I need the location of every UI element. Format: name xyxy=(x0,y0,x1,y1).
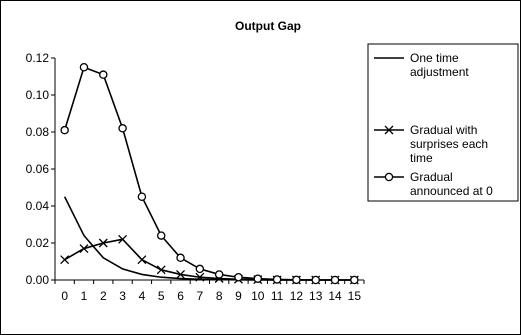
legend-label: Gradual xyxy=(410,170,453,184)
x-tick-label: 9 xyxy=(235,289,242,303)
y-tick-label: 0.08 xyxy=(26,125,50,139)
x-tick-label: 0 xyxy=(61,289,68,303)
legend-marker xyxy=(384,125,394,135)
series-3 xyxy=(60,63,359,285)
data-point xyxy=(79,63,89,72)
data-point xyxy=(311,275,320,285)
data-point xyxy=(137,192,147,201)
x-tick-label: 11 xyxy=(271,289,284,303)
series-1 xyxy=(63,196,355,281)
legend-label: announced at 0 xyxy=(410,184,493,198)
legend-label: adjustment xyxy=(410,65,469,79)
y-tick-label: 0.12 xyxy=(26,51,50,65)
data-point xyxy=(272,275,282,284)
data-point xyxy=(60,125,69,135)
chart-title: Output Gap xyxy=(235,19,301,33)
data-point xyxy=(99,70,108,79)
y-tick-label: 0.04 xyxy=(26,199,50,213)
legend-marker xyxy=(384,172,394,182)
x-tick-label: 8 xyxy=(216,289,223,303)
x-tick-label: 5 xyxy=(158,289,165,303)
legend-label: time xyxy=(410,151,433,165)
x-tick-label: 14 xyxy=(328,289,342,303)
data-point xyxy=(156,265,166,275)
x-tick-label: 15 xyxy=(348,289,362,303)
data-point xyxy=(176,269,185,279)
x-tick-label: 2 xyxy=(100,289,107,303)
data-point xyxy=(118,234,128,244)
series-line xyxy=(64,238,355,281)
data-point xyxy=(195,264,205,274)
data-point xyxy=(79,244,89,254)
legend-label: One time xyxy=(410,51,459,65)
legend-label: surprises each xyxy=(410,137,488,151)
data-point xyxy=(176,253,185,263)
data-point xyxy=(350,275,359,285)
data-point xyxy=(98,238,108,248)
series-layer xyxy=(60,63,359,285)
x-tick-label: 10 xyxy=(251,289,265,303)
data-point xyxy=(253,274,263,283)
y-tick-label: 0.06 xyxy=(26,162,50,176)
axes: 0.000.020.040.060.080.100.120 1 2 3 4 5 6 7 8 9 10… xyxy=(26,51,365,303)
data-point xyxy=(214,270,224,279)
data-point xyxy=(234,272,243,282)
data-point xyxy=(195,272,205,282)
x-tick-label: 12 xyxy=(290,289,304,303)
data-point xyxy=(292,275,301,285)
x-tick-label: 3 xyxy=(119,289,126,303)
data-point xyxy=(137,255,147,265)
x-tick-label: 13 xyxy=(309,289,323,303)
legend-label: Gradual with xyxy=(410,123,477,137)
x-tick-label: 6 xyxy=(177,289,184,303)
data-point xyxy=(156,231,166,240)
y-tick-label: 0.02 xyxy=(26,236,50,250)
data-point xyxy=(118,124,127,133)
x-tick-label: 7 xyxy=(197,289,204,303)
series-line xyxy=(63,196,355,281)
data-point xyxy=(60,255,70,265)
x-tick-label: 4 xyxy=(139,289,146,303)
legend-box xyxy=(367,43,519,202)
series-line xyxy=(63,66,355,281)
x-tick-label: 1 xyxy=(81,289,88,303)
y-tick-label: 0.00 xyxy=(26,273,50,287)
data-point xyxy=(330,275,340,285)
y-tick-label: 0.10 xyxy=(26,88,50,102)
